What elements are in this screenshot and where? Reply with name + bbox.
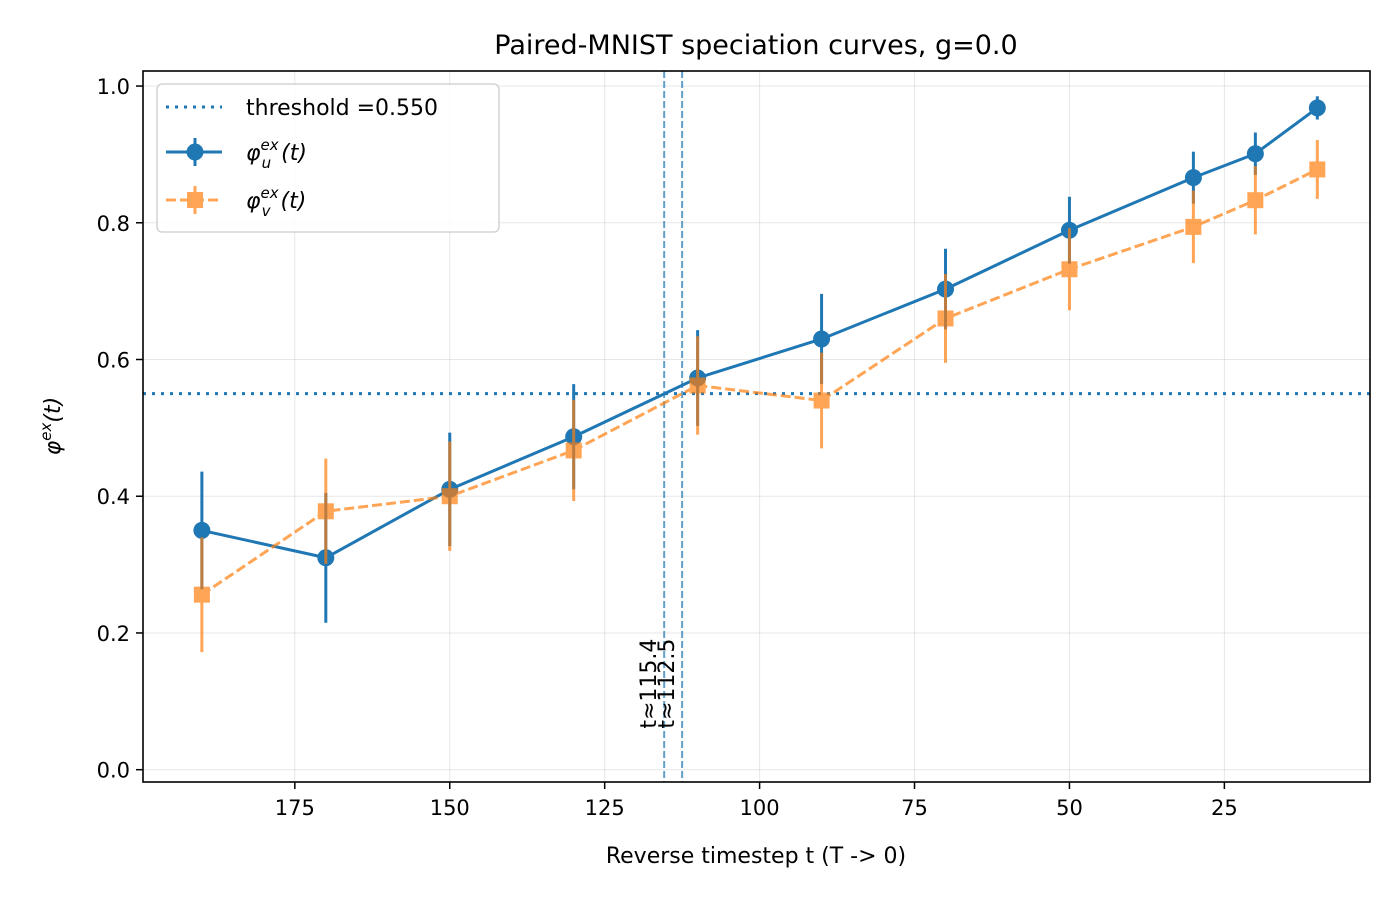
crossing-label: t≈112.5 [655, 639, 680, 729]
data-point [813, 330, 831, 348]
data-point [1061, 261, 1078, 278]
legend-u-sub: u [262, 154, 272, 172]
legend-v-sub: v [262, 202, 272, 220]
y-axis-label-base: φ [41, 440, 66, 455]
x-axis: 175 150 125 100 75 50 25 [275, 782, 1238, 820]
y-axis-label: φex(t) [37, 397, 66, 455]
chart-title: Paired-MNIST speciation curves, g=0.0 [494, 30, 1017, 61]
data-point [193, 521, 211, 539]
y-tick-label: 0.4 [97, 485, 130, 509]
legend-box [156, 83, 500, 233]
x-tick-label: 50 [1056, 796, 1083, 820]
crossing-label: t≈115.4 [637, 639, 662, 729]
x-tick-label: 100 [740, 796, 780, 820]
data-point [317, 503, 334, 520]
legend-v-swatch [166, 186, 222, 214]
data-point [565, 442, 582, 459]
y-axis-label-tail: (t) [41, 397, 66, 423]
data-point [937, 310, 954, 327]
y-tick-label: 0.2 [97, 622, 130, 646]
legend-v-sup: ex [261, 184, 279, 202]
y-axis: 0.0 0.2 0.4 0.6 0.8 1.0 [97, 75, 143, 783]
legend-u-tail: (t) [281, 141, 307, 166]
x-tick-label: 75 [901, 796, 928, 820]
legend-u-label: φex u (t) [246, 136, 307, 172]
data-point [1246, 145, 1264, 163]
data-point [1247, 192, 1264, 209]
y-tick-label: 1.0 [97, 75, 130, 99]
x-tick-label: 175 [275, 796, 315, 820]
legend: threshold =0.550 φex u (t) φex v (t) [156, 83, 500, 233]
data-point [193, 586, 210, 603]
plot-area: t≈115.4t≈112.5 [143, 71, 1370, 782]
data-point [441, 488, 458, 505]
y-axis-label-sup: ex [37, 422, 55, 440]
y-tick-label: 0.0 [97, 759, 130, 783]
data-point [689, 377, 706, 394]
x-tick-label: 25 [1211, 796, 1238, 820]
legend-threshold-label: threshold =0.550 [246, 96, 438, 121]
y-tick-label: 0.6 [97, 349, 130, 373]
legend-u-base: φ [246, 141, 261, 166]
legend-v-label: φex v (t) [246, 184, 306, 220]
data-point [1308, 99, 1326, 117]
series-line-v [201, 168, 1318, 596]
data-point [1185, 218, 1202, 235]
axes-frame [142, 70, 1371, 783]
legend-u-swatch [166, 138, 222, 166]
x-tick-label: 150 [430, 796, 470, 820]
data-point [1309, 161, 1326, 178]
x-axis-label: Reverse timestep t (T -> 0) [606, 844, 906, 869]
legend-u-sup: ex [261, 136, 279, 154]
series-v [193, 140, 1326, 653]
legend-v-base: φ [246, 189, 261, 214]
x-tick-label: 125 [585, 796, 625, 820]
y-tick-label: 0.8 [97, 212, 130, 236]
data-point [1184, 169, 1202, 187]
data-point [813, 392, 830, 409]
legend-v-tail: (t) [281, 189, 307, 214]
